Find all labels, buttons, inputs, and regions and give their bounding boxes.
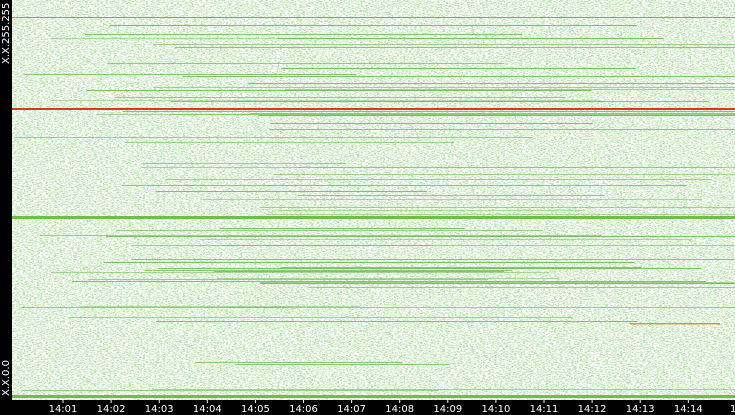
x-tick-label: 14:03 [145,404,174,415]
streak [88,279,489,280]
x-axis: 14:01 14:02 14:03 14:04 14:05 14:06 14:07 14:08… [49,400,735,415]
streak [109,25,637,26]
streak [105,236,735,237]
streak [115,230,543,231]
streak [309,287,735,288]
streak [298,195,604,196]
streak [152,389,735,390]
x-tick-label: 14 [730,404,735,415]
streak [277,38,664,39]
streak [278,210,584,211]
streak [258,115,735,116]
streak [144,270,513,271]
streak [107,63,505,64]
streak [270,123,594,124]
x-tick-label: 14:13 [626,404,655,415]
x-tick-label: 14:08 [385,404,414,415]
x-tick-label: 14:05 [241,404,270,415]
streak [21,390,439,391]
streak [155,321,638,322]
x-tick-label: 14:10 [481,404,510,415]
streak [295,167,721,168]
streak [115,97,566,98]
streak [169,114,735,115]
streak [39,235,602,236]
traffic-streaks [14,17,735,391]
highlight-line [12,108,735,110]
x-tick-label: 14:04 [193,404,222,415]
streak [259,283,735,284]
streak [231,101,592,102]
streak [141,163,346,164]
streak [155,191,427,192]
streak [217,278,560,279]
streak [24,74,357,75]
streak [259,207,735,208]
x-tick-label: 14:01 [49,404,78,415]
streak [213,271,505,272]
streak [281,68,636,69]
streak [165,179,713,180]
streak [249,113,735,114]
streak [71,281,706,282]
streak [153,87,735,88]
streak [14,137,533,138]
streak [86,90,592,91]
streak [248,83,735,84]
x-tick-label: 14:12 [578,404,607,415]
streak [121,185,687,186]
x-tick-label: 14:02 [97,404,126,415]
streak [260,282,735,283]
streak [235,364,449,365]
streak [79,306,361,307]
y-top-label: X.X.255.255 [1,3,12,64]
streak [132,245,735,246]
streak [51,100,601,101]
streak [219,228,466,229]
highlight-line [630,323,720,325]
streak [174,47,735,48]
highlight-line [12,17,735,18]
streak [280,267,642,268]
x-tick-label: 14:09 [433,404,462,415]
streak [225,307,735,308]
dense-line [12,216,735,219]
streak [122,111,735,112]
x-tick-label: 14:07 [337,404,366,415]
streak [203,199,702,200]
y-bottom-label: X.X.0.0 [1,360,12,396]
x-tick-label: 14:06 [289,404,318,415]
streak [158,268,702,269]
streak [265,214,735,215]
dense-line [12,395,735,398]
streak [199,239,693,240]
streak [274,174,735,175]
streak [51,38,315,39]
x-tick-label: 14:14 [674,404,703,415]
streak [103,262,635,263]
streak [131,259,735,260]
streak [269,129,735,130]
streak [84,34,523,35]
x-tick-label: 14:11 [530,404,559,415]
streak [51,272,550,273]
streak [124,142,454,143]
streak [21,307,290,308]
streak [194,362,403,363]
streak [69,317,573,318]
streak [153,44,735,45]
streak [182,76,735,77]
streak [284,89,735,90]
